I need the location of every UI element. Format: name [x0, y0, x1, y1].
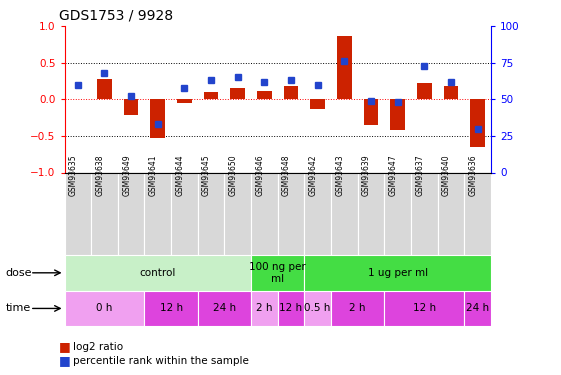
Text: GSM93642: GSM93642: [309, 154, 318, 196]
Bar: [390, 99, 405, 130]
Text: GSM93646: GSM93646: [255, 154, 264, 196]
Text: 24 h: 24 h: [466, 303, 489, 313]
Bar: [177, 99, 192, 103]
Text: GSM93649: GSM93649: [122, 154, 131, 196]
Bar: [65, 255, 251, 291]
Text: ■: ■: [59, 354, 71, 367]
Text: GSM93650: GSM93650: [229, 154, 238, 196]
Text: 12 h: 12 h: [413, 303, 436, 313]
Bar: [384, 172, 411, 255]
Bar: [278, 172, 304, 255]
Bar: [65, 172, 91, 255]
Text: 0.5 h: 0.5 h: [305, 303, 331, 313]
Bar: [384, 291, 465, 326]
Bar: [224, 172, 251, 255]
Bar: [124, 99, 139, 116]
Text: 1 ug per ml: 1 ug per ml: [367, 268, 427, 278]
Text: 12 h: 12 h: [159, 303, 183, 313]
Bar: [278, 291, 304, 326]
Text: GSM93641: GSM93641: [149, 154, 158, 196]
Bar: [251, 291, 278, 326]
Bar: [97, 79, 112, 99]
Bar: [304, 172, 331, 255]
Text: control: control: [140, 268, 176, 278]
Bar: [231, 88, 245, 99]
Bar: [465, 291, 491, 326]
Bar: [197, 172, 224, 255]
Text: GSM93639: GSM93639: [362, 154, 371, 196]
Bar: [465, 172, 491, 255]
Text: GSM93635: GSM93635: [69, 154, 78, 196]
Bar: [304, 291, 331, 326]
Text: GSM93645: GSM93645: [202, 154, 211, 196]
Bar: [304, 255, 491, 291]
Bar: [118, 172, 145, 255]
Bar: [310, 99, 325, 109]
Text: GSM93636: GSM93636: [468, 154, 477, 196]
Text: GSM93640: GSM93640: [442, 154, 451, 196]
Bar: [331, 172, 358, 255]
Text: 24 h: 24 h: [213, 303, 236, 313]
Bar: [257, 91, 272, 99]
Bar: [417, 83, 431, 99]
Bar: [145, 172, 171, 255]
Bar: [251, 255, 304, 291]
Bar: [411, 172, 438, 255]
Text: dose: dose: [6, 268, 32, 278]
Text: GSM93644: GSM93644: [176, 154, 185, 196]
Bar: [284, 86, 298, 99]
Bar: [331, 291, 384, 326]
Text: log2 ratio: log2 ratio: [73, 342, 123, 352]
Text: 12 h: 12 h: [279, 303, 302, 313]
Bar: [204, 92, 218, 99]
Text: GSM93648: GSM93648: [282, 154, 291, 196]
Bar: [145, 291, 197, 326]
Text: GSM93638: GSM93638: [95, 154, 104, 196]
Bar: [197, 291, 251, 326]
Text: GSM93643: GSM93643: [335, 154, 344, 196]
Bar: [65, 291, 144, 326]
Text: ■: ■: [59, 340, 71, 353]
Bar: [337, 36, 352, 99]
Text: 2 h: 2 h: [256, 303, 273, 313]
Bar: [150, 99, 165, 138]
Text: 0 h: 0 h: [96, 303, 113, 313]
Text: GDS1753 / 9928: GDS1753 / 9928: [59, 9, 173, 22]
Text: percentile rank within the sample: percentile rank within the sample: [73, 356, 249, 366]
Text: time: time: [6, 303, 31, 313]
Text: GSM93647: GSM93647: [389, 154, 398, 196]
Bar: [470, 99, 485, 147]
Bar: [358, 172, 384, 255]
Bar: [171, 172, 198, 255]
Text: GSM93637: GSM93637: [415, 154, 424, 196]
Bar: [91, 172, 118, 255]
Text: 2 h: 2 h: [350, 303, 366, 313]
Bar: [444, 86, 458, 99]
Bar: [438, 172, 465, 255]
Bar: [251, 172, 278, 255]
Bar: [364, 99, 378, 125]
Text: 100 ng per
ml: 100 ng per ml: [249, 262, 306, 284]
